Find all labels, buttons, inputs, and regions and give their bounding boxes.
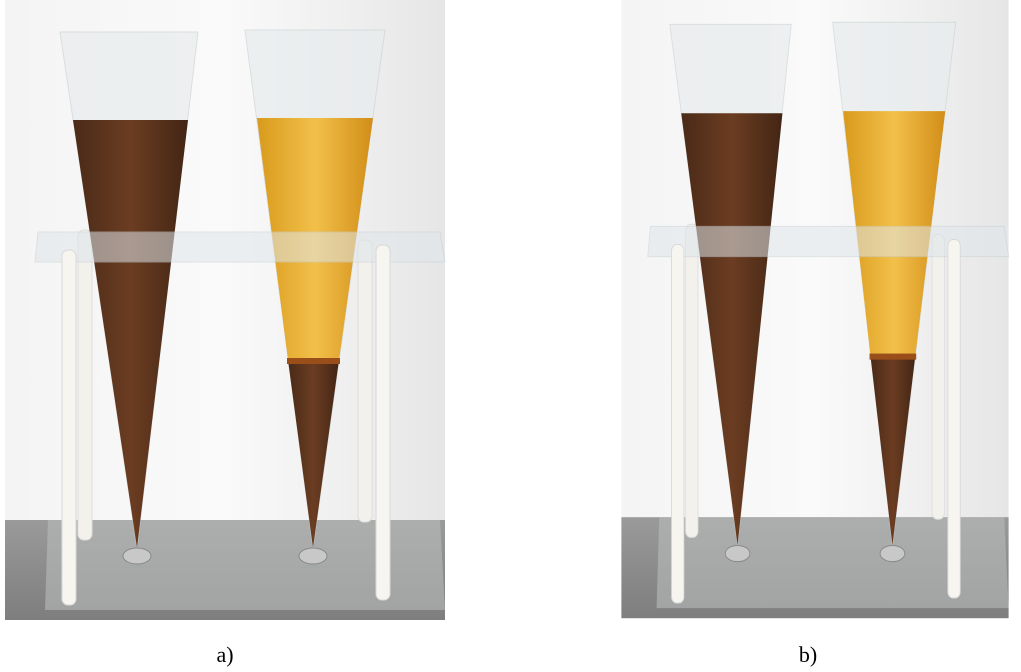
- panel-label: a): [216, 642, 233, 667]
- panel-label: b): [799, 642, 817, 667]
- photo-b: [620, 0, 1010, 619]
- photo-a: [4, 0, 446, 621]
